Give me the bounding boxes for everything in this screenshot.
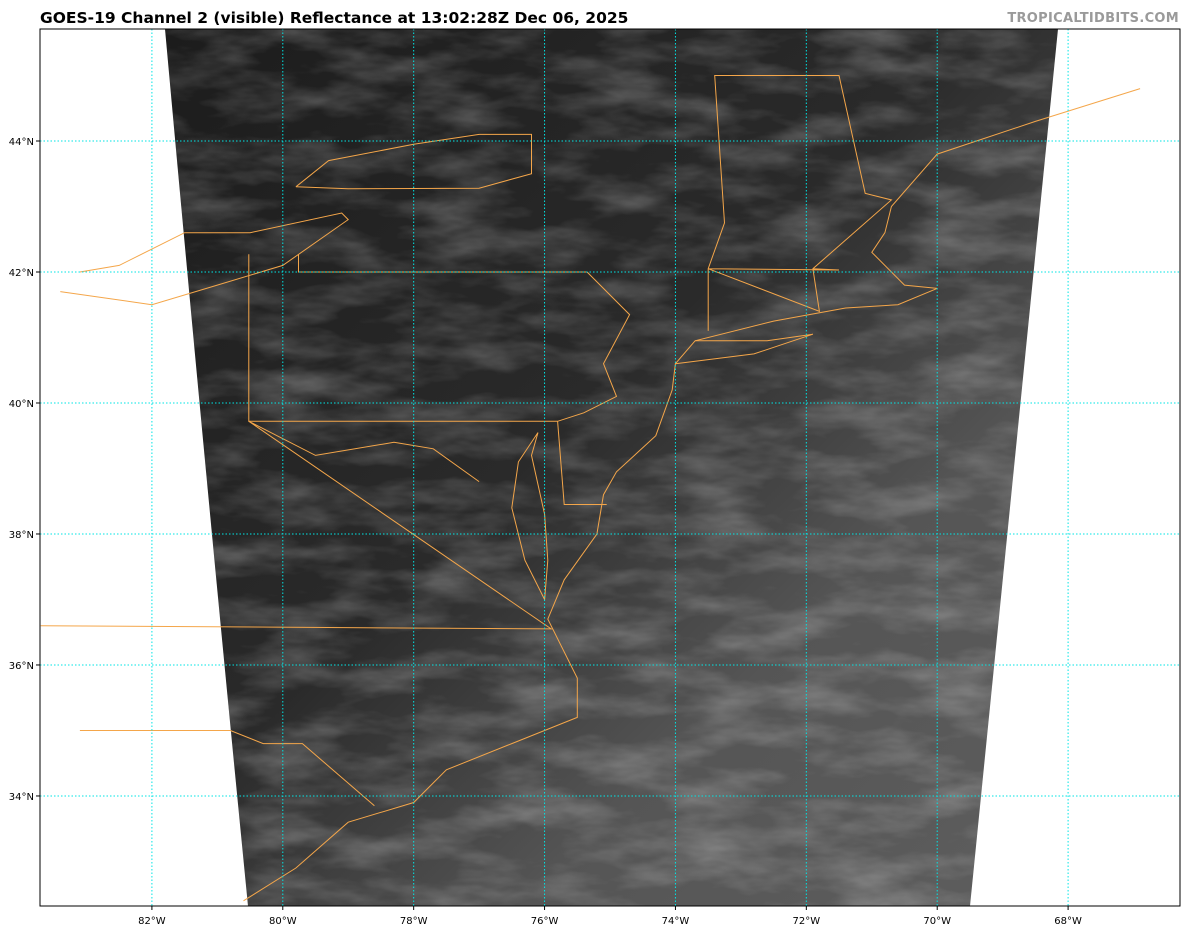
- mid-atlantic-borders: [40, 420, 553, 630]
- lat-tick-label: 44°N: [9, 137, 34, 148]
- lon-tick-label: 68°W: [1054, 916, 1082, 927]
- watermark: TROPICALTIDBITS.COM: [1007, 11, 1179, 26]
- lon-tick-label: 78°W: [400, 916, 428, 927]
- long-island: [675, 333, 814, 365]
- lon-tick-label: 82°W: [138, 916, 166, 927]
- nc-sc-border: [79, 730, 375, 807]
- lat-tick-label: 42°N: [9, 268, 34, 279]
- lat-tick-label: 38°N: [9, 530, 34, 541]
- graticule: [40, 29, 1180, 906]
- satellite-swath: [165, 29, 1058, 906]
- lat-tick-label: 36°N: [9, 661, 34, 672]
- lon-tick-label: 80°W: [269, 916, 297, 927]
- lon-tick-label: 72°W: [793, 916, 821, 927]
- lon-tick-label: 76°W: [531, 916, 559, 927]
- coastlines-and-borders: [40, 75, 1141, 902]
- map-frame: [39, 28, 1181, 907]
- delmarva-border: [557, 421, 607, 505]
- axis-ticks: 82°W 80°W 78°W 76°W 74°W 72°W 70°W 68°W 44°N 42°N…: [9, 137, 1082, 927]
- lat-tick-label: 40°N: [9, 399, 34, 410]
- new-england-borders: [707, 75, 893, 331]
- east-coast: [243, 88, 1141, 902]
- map-title: GOES-19 Channel 2 (visible) Reflectance …: [40, 9, 629, 27]
- lake-ontario: [295, 133, 532, 190]
- lat-tick-label: 34°N: [9, 792, 34, 803]
- lake-erie: [60, 212, 349, 306]
- lon-tick-label: 74°W: [662, 916, 690, 927]
- lon-tick-label: 70°W: [923, 916, 951, 927]
